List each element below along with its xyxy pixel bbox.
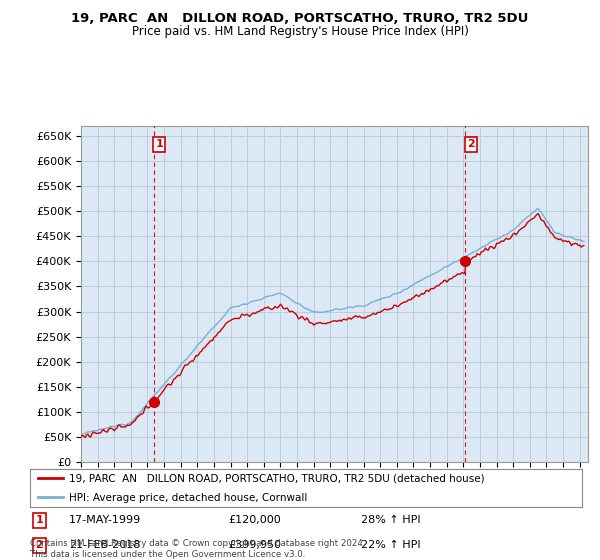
Text: HPI: Average price, detached house, Cornwall: HPI: Average price, detached house, Corn…: [68, 493, 307, 503]
Text: 2: 2: [467, 139, 475, 150]
Text: 21-FEB-2018: 21-FEB-2018: [68, 540, 140, 550]
Text: 2: 2: [35, 540, 43, 550]
Text: Price paid vs. HM Land Registry's House Price Index (HPI): Price paid vs. HM Land Registry's House …: [131, 25, 469, 38]
Text: 1: 1: [155, 139, 163, 150]
Text: 19, PARC  AN   DILLON ROAD, PORTSCATHO, TRURO, TR2 5DU (detached house): 19, PARC AN DILLON ROAD, PORTSCATHO, TRU…: [68, 474, 484, 484]
Text: 17-MAY-1999: 17-MAY-1999: [68, 515, 141, 525]
Text: 22% ↑ HPI: 22% ↑ HPI: [361, 540, 421, 550]
Text: 1: 1: [35, 515, 43, 525]
Text: Contains HM Land Registry data © Crown copyright and database right 2024.
This d: Contains HM Land Registry data © Crown c…: [30, 539, 365, 559]
Text: £120,000: £120,000: [229, 515, 281, 525]
Text: 19, PARC  AN   DILLON ROAD, PORTSCATHO, TRURO, TR2 5DU: 19, PARC AN DILLON ROAD, PORTSCATHO, TRU…: [71, 12, 529, 25]
Text: 28% ↑ HPI: 28% ↑ HPI: [361, 515, 421, 525]
Text: £399,950: £399,950: [229, 540, 282, 550]
